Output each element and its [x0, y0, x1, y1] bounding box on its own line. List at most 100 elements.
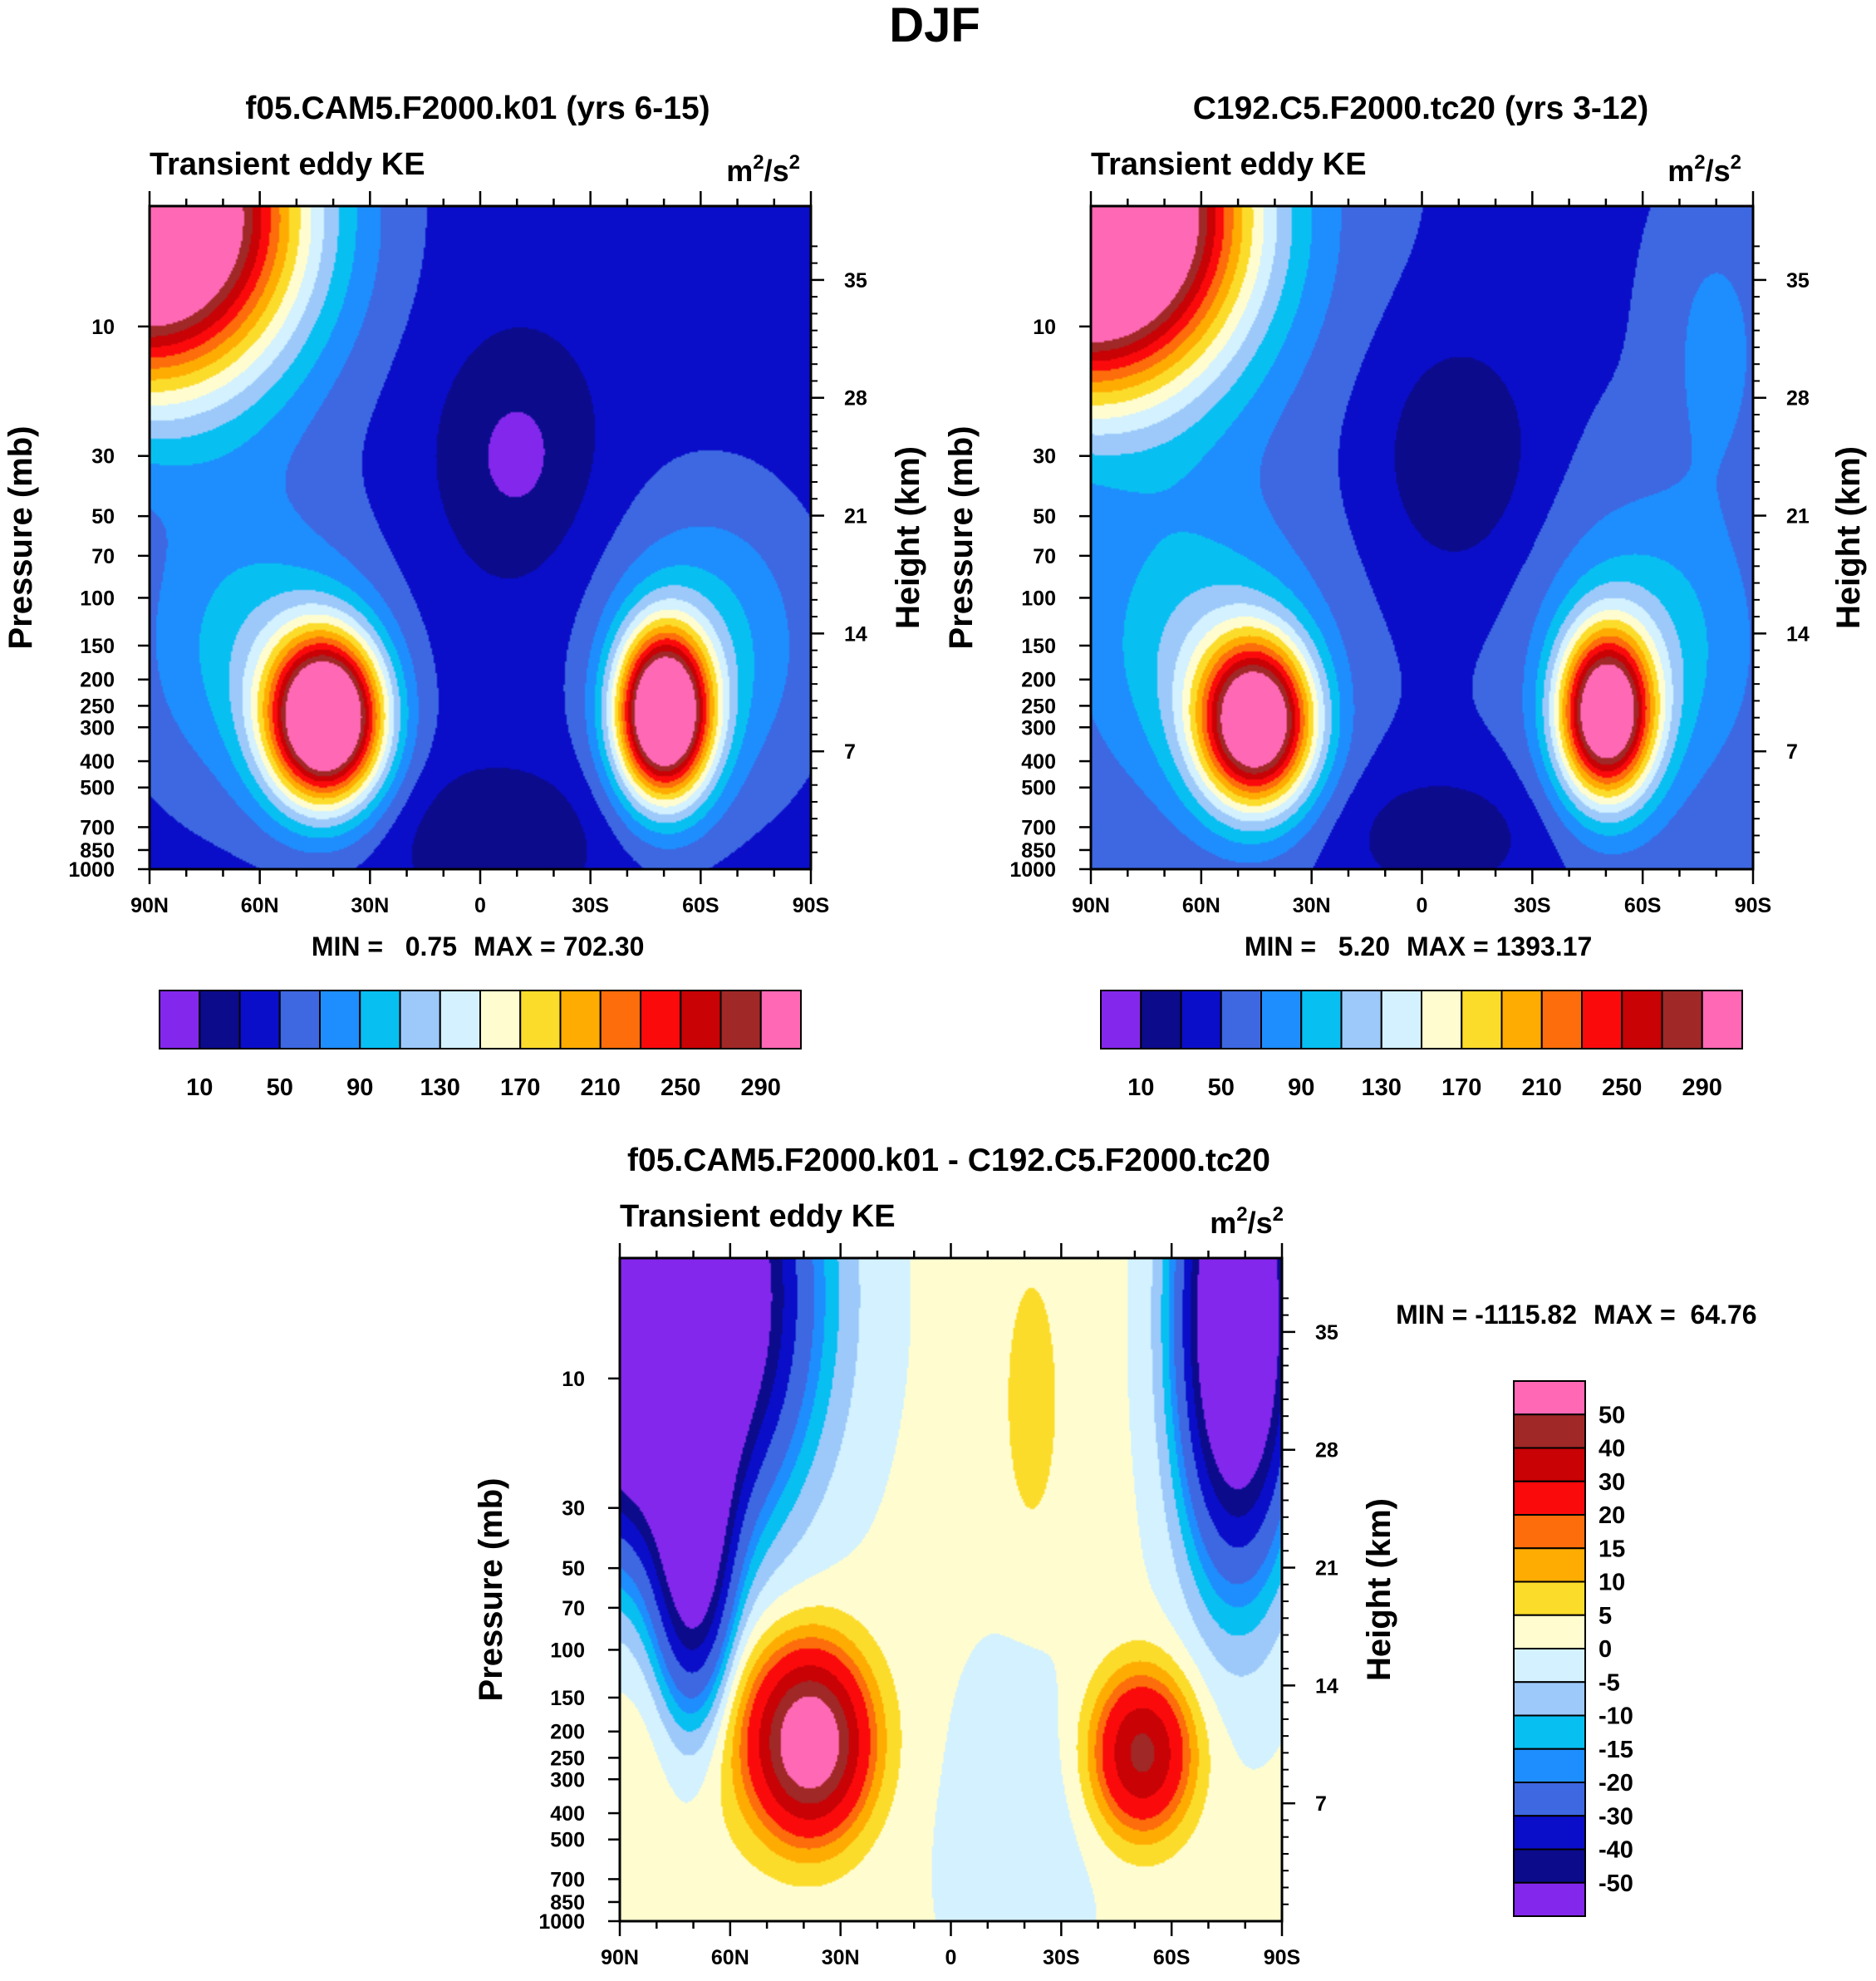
colorbar: 10 50 90 130 170 210 250 290 [1100, 990, 1743, 1101]
colorbar-label: 0 [1599, 1636, 1612, 1663]
colorbar-swatch [439, 990, 481, 1049]
x-tick-label: 60S [682, 894, 719, 917]
colorbar-swatch [1661, 990, 1703, 1049]
colorbar-swatch [1513, 1514, 1586, 1550]
y2-tick-label: 7 [844, 740, 856, 764]
x-tick-label: 0 [945, 1946, 957, 1969]
colorbar-label: 290 [741, 1074, 781, 1101]
colorbar-swatch [1380, 990, 1422, 1049]
colorbar-swatch [1513, 1447, 1586, 1482]
units-label: m2/s2 [726, 151, 800, 188]
colorbar-swatch [399, 990, 441, 1049]
colorbar-swatch [759, 990, 802, 1049]
x-tick-label: 90S [1735, 894, 1771, 917]
colorbar-swatch [1513, 1681, 1586, 1717]
colorbar-swatch [1461, 990, 1503, 1049]
x-tick-label: 30N [1293, 894, 1331, 917]
colorbar-label: 50 [1208, 1074, 1235, 1101]
colorbar-swatch [1513, 1782, 1586, 1817]
colorbar-label: 20 [1599, 1502, 1625, 1529]
x-tick-label: 30S [1043, 1946, 1079, 1969]
y2-axis-title: Height (km) [890, 446, 926, 629]
axes: 90N 60N 30N 0 30S 60S 90S103050701001502002503… [1009, 191, 1810, 917]
max-text: MAX = 64.76 [1594, 1300, 1757, 1330]
y2-tick-label: 7 [1786, 740, 1798, 764]
x-tick-label: 90N [130, 894, 169, 917]
colorbar-swatch [1340, 990, 1382, 1049]
panel-title: C192.C5.F2000.tc20 (yrs 3-12) [1193, 91, 1649, 126]
y-tick-label: 30 [562, 1497, 585, 1521]
y-tick-label: 300 [550, 1768, 585, 1792]
colorbar-swatch [319, 990, 361, 1049]
colorbar-label: 10 [1599, 1570, 1625, 1596]
colorbar-swatch [1513, 1881, 1586, 1917]
x-tick-label: 90S [1264, 1946, 1300, 1969]
min-text: MIN = -1115.82 [1396, 1300, 1577, 1330]
y-tick-label: 250 [80, 695, 115, 718]
y2-tick-label: 35 [1315, 1321, 1338, 1344]
colorbar-label: 30 [1599, 1469, 1625, 1496]
y2-tick-label: 14 [1786, 622, 1810, 646]
x-tick-label: 30N [822, 1946, 860, 1969]
colorbar-swatch [1513, 1848, 1586, 1884]
y-tick-label: 30 [91, 445, 115, 469]
colorbar-swatch [1513, 1748, 1586, 1783]
x-tick-label: 30N [351, 894, 389, 917]
y-tick-label: 50 [91, 505, 115, 528]
y2-tick-label: 14 [844, 622, 867, 646]
colorbar-swatch [159, 990, 201, 1049]
panel-title: f05.CAM5.F2000.k01 (yrs 6-15) [245, 91, 710, 126]
y2-tick-label: 35 [844, 269, 867, 292]
axes: 90N 60N 30N 0 30S 60S 90S103050701001502002503… [68, 191, 867, 917]
y-tick-label: 100 [550, 1639, 585, 1662]
colorbar-swatch [1100, 990, 1142, 1049]
colorbar-swatch [559, 990, 602, 1049]
colorbar-label: 90 [1288, 1074, 1314, 1101]
variable-label: Transient eddy KE [1091, 147, 1367, 182]
y-tick-label: 700 [1021, 816, 1056, 839]
colorbar-label: 50 [1599, 1402, 1625, 1428]
y-tick-label: 700 [550, 1868, 585, 1891]
colorbar-label: -10 [1599, 1703, 1633, 1730]
colorbar-swatch [278, 990, 321, 1049]
y2-tick-label: 35 [1786, 269, 1810, 292]
colorbar-swatch [238, 990, 281, 1049]
colorbar-label: -20 [1599, 1770, 1633, 1797]
colorbar-swatch [1421, 990, 1463, 1049]
colorbar-label: 50 [267, 1074, 293, 1101]
y-tick-label: 10 [562, 1368, 585, 1391]
contour-field [150, 206, 811, 869]
y-tick-label: 150 [550, 1687, 585, 1710]
y-tick-label: 400 [1021, 750, 1056, 774]
colorbar-swatch [1513, 1714, 1586, 1750]
colorbar-label: 10 [186, 1074, 213, 1101]
colorbar-label: 90 [346, 1074, 373, 1101]
y-tick-label: 100 [1021, 587, 1056, 610]
y-tick-label: 70 [1033, 545, 1056, 568]
y-tick-label: 500 [550, 1829, 585, 1852]
min-text: MIN = 5.20 [1245, 932, 1390, 961]
colorbar-swatch [1513, 1380, 1586, 1416]
panel-2: C192.C5.F2000.tc20 (yrs 3-12) Transient … [943, 91, 1867, 1101]
y-tick-label: 300 [80, 716, 115, 740]
colorbar-label: -30 [1599, 1803, 1633, 1830]
y-tick-label: 1000 [68, 858, 115, 882]
y-tick-label: 850 [550, 1891, 585, 1915]
y-tick-label: 50 [1033, 505, 1056, 528]
colorbar-swatch [1621, 990, 1663, 1049]
y2-axis-title: Height (km) [1830, 446, 1867, 629]
y-tick-label: 200 [80, 669, 115, 692]
y-tick-label: 850 [1021, 839, 1056, 863]
colorbar-swatch [640, 990, 682, 1049]
x-tick-label: 60N [1182, 894, 1220, 917]
y2-tick-label: 14 [1315, 1674, 1338, 1698]
colorbar-swatch [1513, 1815, 1586, 1851]
colorbar-swatch [599, 990, 641, 1049]
colorbar-swatch [1513, 1580, 1586, 1616]
variable-label: Transient eddy KE [150, 147, 425, 182]
y-tick-label: 400 [550, 1802, 585, 1826]
colorbar-swatch [1513, 1480, 1586, 1516]
variable-label: Transient eddy KE [620, 1199, 896, 1234]
